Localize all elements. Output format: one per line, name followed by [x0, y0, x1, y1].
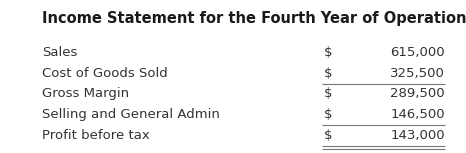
Text: $: $: [324, 87, 332, 100]
Text: Gross Margin: Gross Margin: [42, 87, 129, 100]
Text: Sales: Sales: [42, 46, 77, 59]
Text: Selling and General Admin: Selling and General Admin: [42, 108, 220, 121]
Text: $: $: [324, 67, 332, 80]
Text: 615,000: 615,000: [391, 46, 445, 59]
Text: 146,500: 146,500: [391, 108, 445, 121]
Text: Income Statement for the Fourth Year of Operation: Income Statement for the Fourth Year of …: [42, 11, 466, 26]
Text: $: $: [324, 108, 332, 121]
Text: Cost of Goods Sold: Cost of Goods Sold: [42, 67, 168, 80]
Text: Profit before tax: Profit before tax: [42, 129, 150, 142]
Text: 143,000: 143,000: [391, 129, 445, 142]
Text: $: $: [324, 129, 332, 142]
Text: 289,500: 289,500: [391, 87, 445, 100]
Text: 325,500: 325,500: [390, 67, 445, 80]
Text: $: $: [324, 46, 332, 59]
